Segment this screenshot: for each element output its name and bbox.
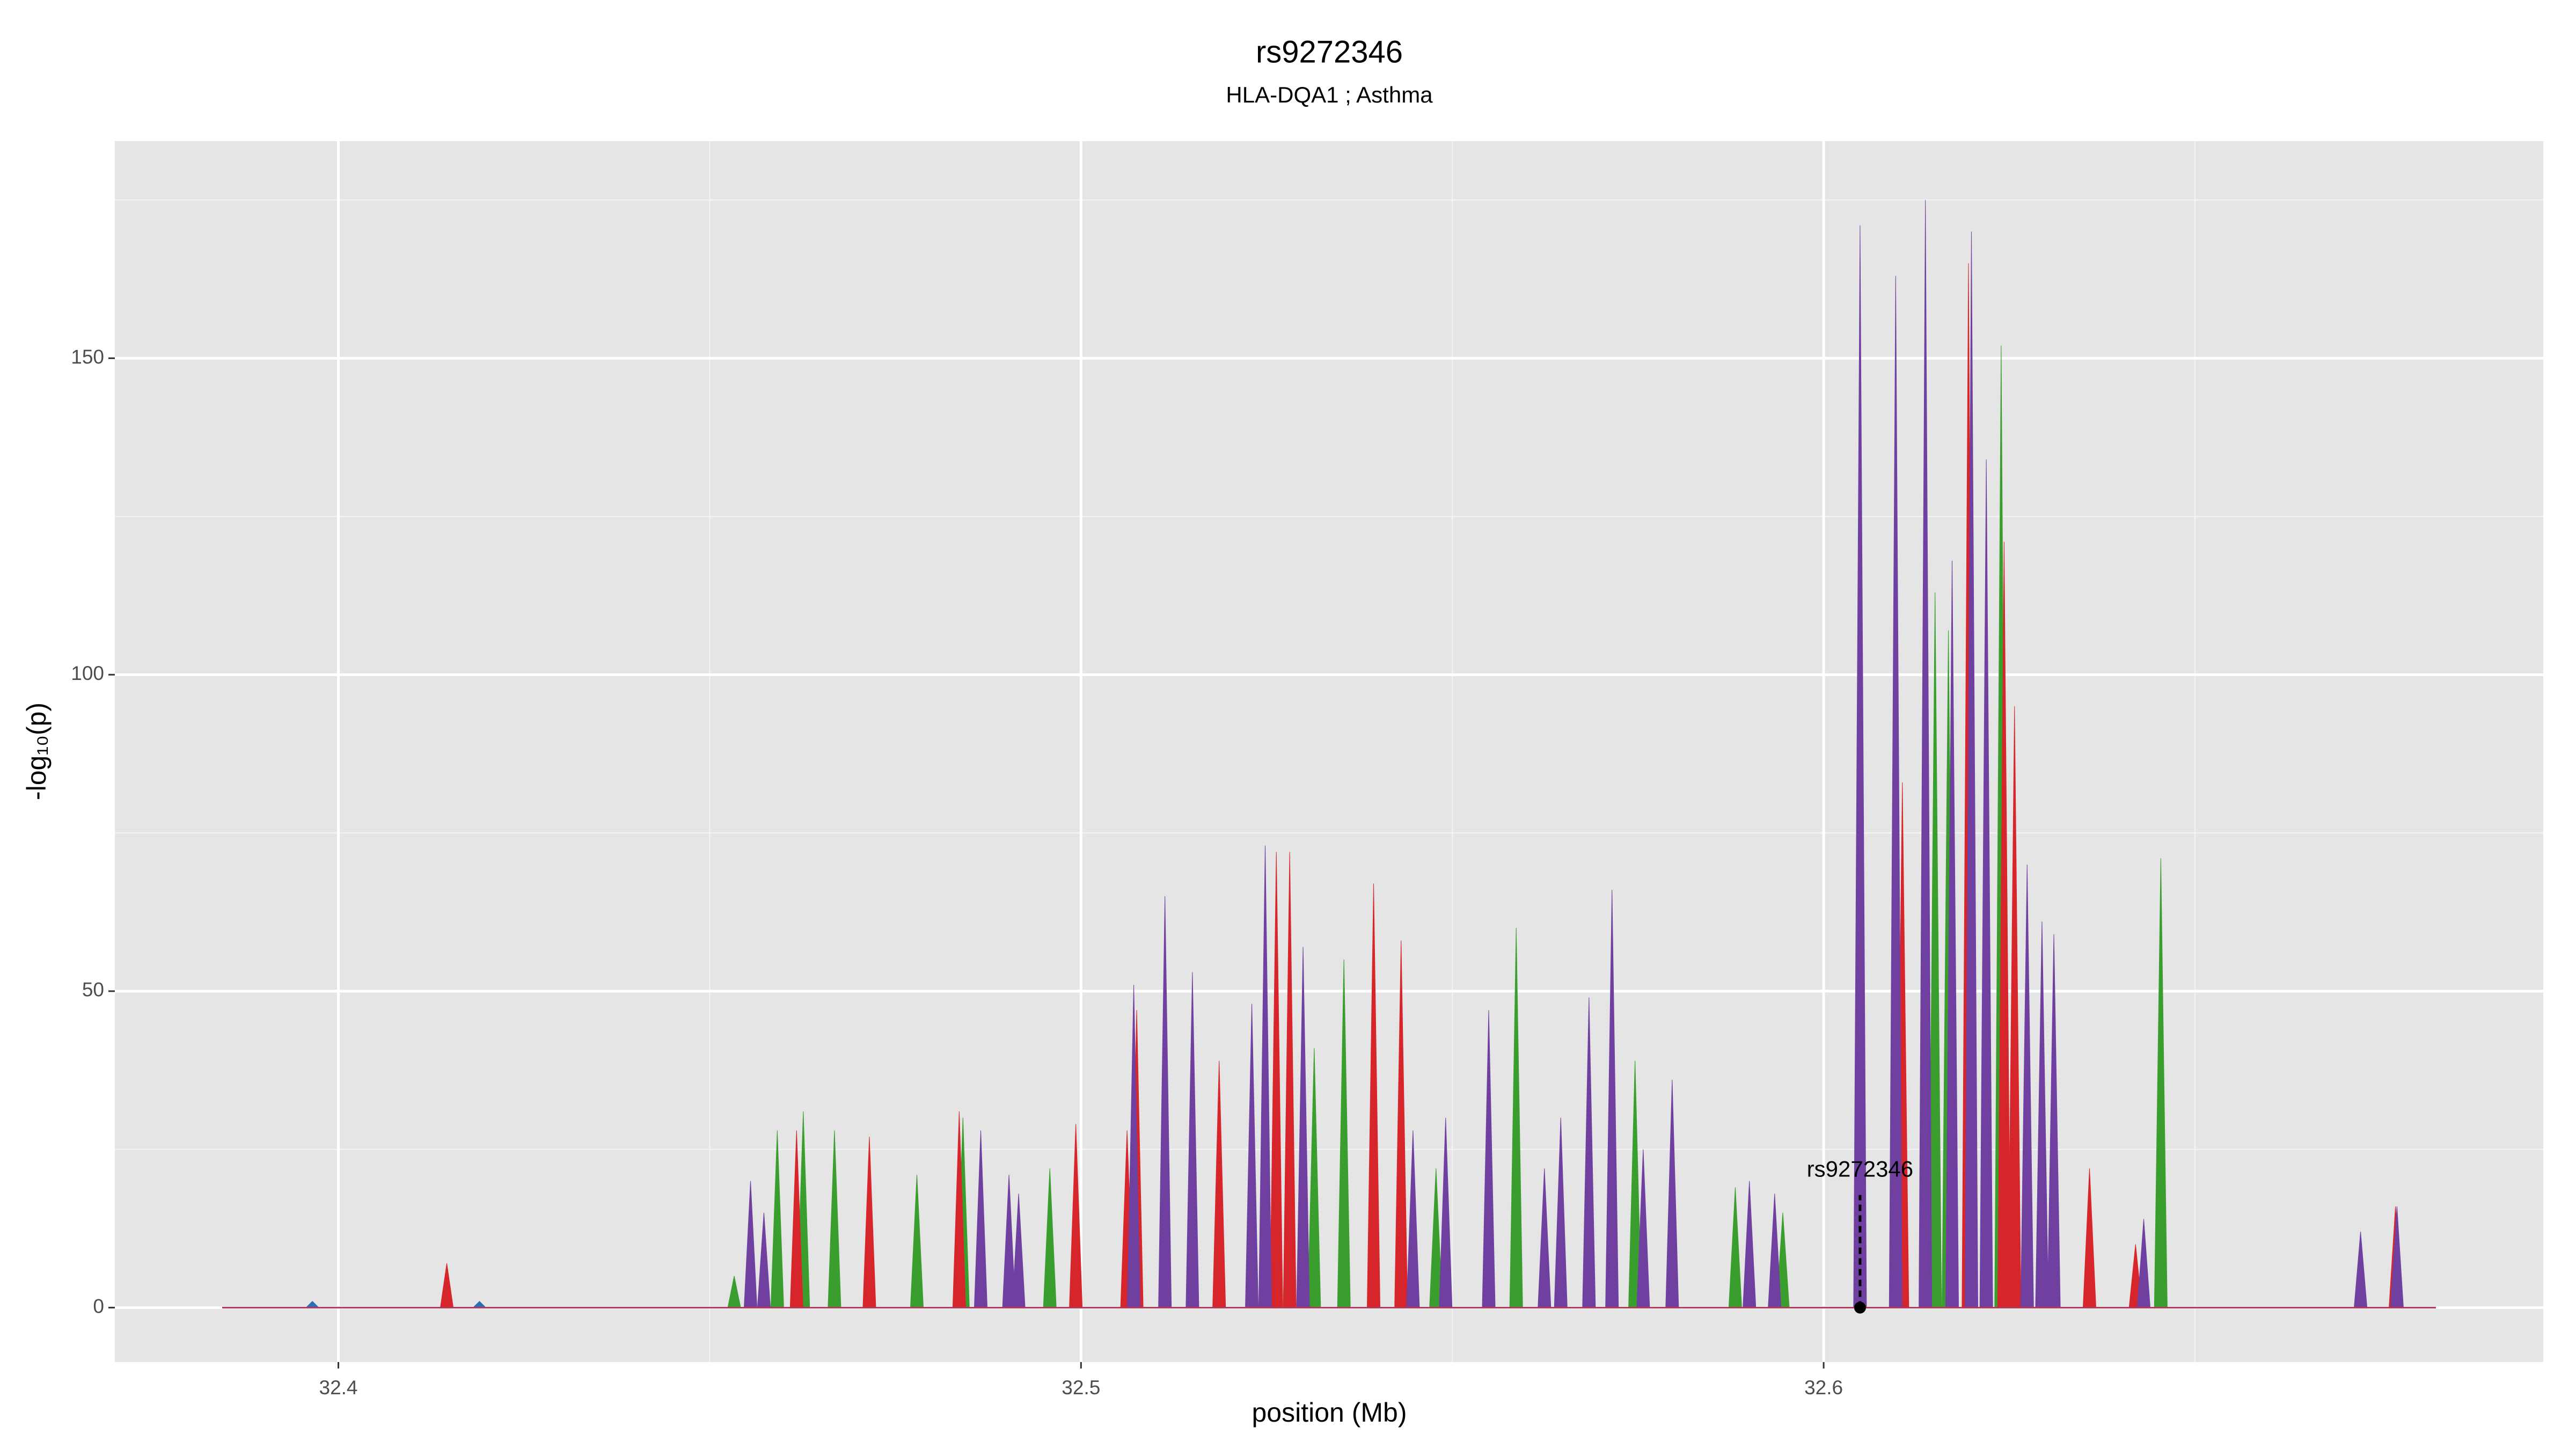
- x-tick-label: 32.5: [1062, 1377, 1100, 1399]
- chart-title: rs9272346: [1256, 34, 1403, 69]
- y-tick-label: 100: [71, 662, 104, 684]
- annotation-label: rs9272346: [1807, 1157, 1914, 1182]
- y-axis-title: -log₁₀(p): [21, 702, 52, 800]
- y-tick-label: 150: [71, 346, 104, 368]
- annotation-point: [1854, 1301, 1866, 1314]
- plot-panel: [115, 141, 2543, 1362]
- chart-subtitle: HLA-DQA1 ; Asthma: [1226, 82, 1433, 107]
- x-tick-label: 32.4: [319, 1377, 358, 1399]
- y-tick-label: 50: [82, 979, 104, 1001]
- x-tick-label: 32.6: [1804, 1377, 1843, 1399]
- x-axis-title: position (Mb): [1252, 1397, 1407, 1428]
- y-tick-label: 0: [93, 1295, 104, 1317]
